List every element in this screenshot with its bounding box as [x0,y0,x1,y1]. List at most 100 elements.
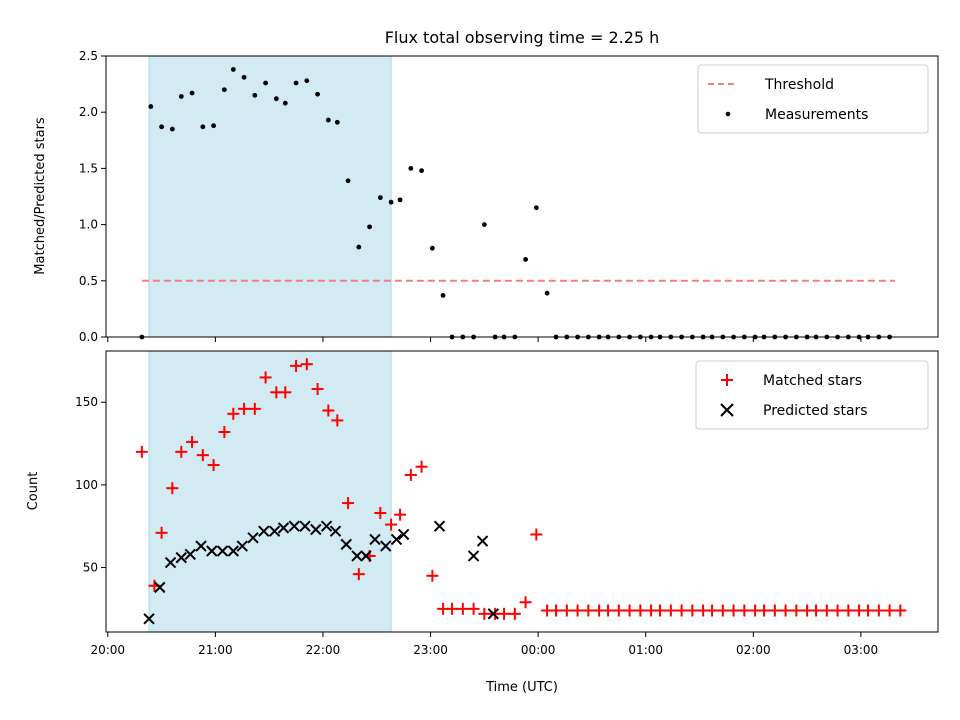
legend-matched-label: Matched stars [763,373,862,389]
legend-threshold-label: Threshold [764,77,834,93]
matched-star-points [135,358,907,620]
x-ticks-top [107,337,862,342]
panel-counts: 50 100 150 20:00 21:00 22:00 23:00 00:00 01:00 0… [26,350,939,695]
matched-star-point [259,371,272,384]
predicted-star-point [247,532,259,544]
predicted-star-point [390,533,403,546]
legend-measurement-swatch [725,111,731,117]
matched-star-point [508,607,521,620]
predicted-star-point [164,556,177,569]
measurement-point [377,195,383,201]
measurement-point [282,100,288,106]
matched-star-point [322,404,335,417]
measurement-point [230,67,236,72]
shaded-region-top [148,55,392,338]
x-tick-label: 22:00 [306,643,341,657]
matched-star-point [654,604,667,617]
measurement-point [367,224,372,230]
y-axis-label-bottom: Count [26,472,41,511]
matched-star-point [634,604,647,617]
legend-predicted-label: Predicted stars [763,403,868,419]
y-tick-label: 2.0 [79,105,98,119]
legend-box-bottom [695,360,929,430]
matched-star-point [530,528,543,541]
measurement-point [388,199,394,205]
predicted-star-point [340,538,352,551]
legend-predicted-swatch [720,403,734,417]
matched-star-point [279,386,292,399]
matched-star-point [311,383,324,396]
matched-star-point [248,402,261,415]
axes-frame-top [105,55,939,338]
matched-star-point [602,604,615,617]
measurement-point [356,244,362,250]
matched-star-point [342,497,355,510]
measurement-point [419,168,424,174]
predicted-star-point [277,522,290,534]
matched-star-point [331,414,344,427]
measurement-point [241,74,247,80]
predicted-star-point [487,608,500,620]
measurement-point [263,80,268,86]
matched-star-point [404,468,417,481]
y-tick-label: 150 [75,395,98,409]
predicted-star-point [288,520,300,532]
shaded-region-bottom [148,350,392,633]
observing-interval [148,350,392,633]
predicted-star-point [175,551,188,564]
matched-star-point [686,604,699,617]
y-tick-label: 2.5 [79,49,98,63]
matched-star-point [456,602,469,615]
measurement-point [345,178,351,184]
matched-star-point [894,604,907,617]
matched-star-point [612,604,625,617]
matched-star-point [300,358,313,371]
predicted-star-point [143,613,155,625]
predicted-star-point [369,533,381,546]
legend-matched-swatch [721,374,733,386]
predicted-star-point [320,520,333,532]
x-tick-label: 21:00 [198,643,233,657]
measurement-point [293,80,299,86]
matched-star-point [790,604,803,617]
matched-star-point [831,604,844,617]
y-tick-label: 1.5 [79,161,98,175]
measurement-point [159,124,164,130]
matched-star-point [571,604,584,617]
matched-star-point [467,602,480,615]
y-tick-label: 0.5 [79,274,98,288]
legend-measurement-label: Measurements [765,107,868,123]
predicted-star-point [154,581,166,594]
x-tick-label: 02:00 [736,643,771,657]
matched-star-point [738,604,751,617]
predicted-star-point [236,540,248,552]
predicted-star-point [380,540,392,552]
measurement-point [440,293,446,298]
matched-star-point [135,445,148,458]
x-tick-label: 20:00 [90,643,125,657]
matched-star-point [842,604,855,617]
matched-star-point [186,435,199,448]
matched-star-point [290,359,303,372]
matched-star-point [394,508,407,521]
matched-star-point [415,460,428,473]
predicted-star-point [268,525,281,537]
matched-star-point [426,569,439,582]
y-ticks-top: 0.0 0.5 1.0 1.5 2.0 2.5 [79,49,106,344]
predicted-star-point [184,548,196,561]
predicted-star-point [360,550,372,562]
x-tick-label: 00:00 [521,643,556,657]
measurement-point [169,126,175,132]
predicted-star-point [351,550,363,562]
measurement-point [200,124,206,130]
measurement-point [408,166,414,171]
predicted-star-point [258,525,270,537]
x-axis-label: Time (UTC) [485,680,558,695]
measurement-point [273,96,279,102]
y-tick-label: 50 [83,561,98,575]
measurement-point [148,104,154,109]
axes-frame-bottom [105,350,939,633]
matched-star-point [207,459,220,472]
chart-title: Flux total observing time = 2.25 h [385,28,660,47]
